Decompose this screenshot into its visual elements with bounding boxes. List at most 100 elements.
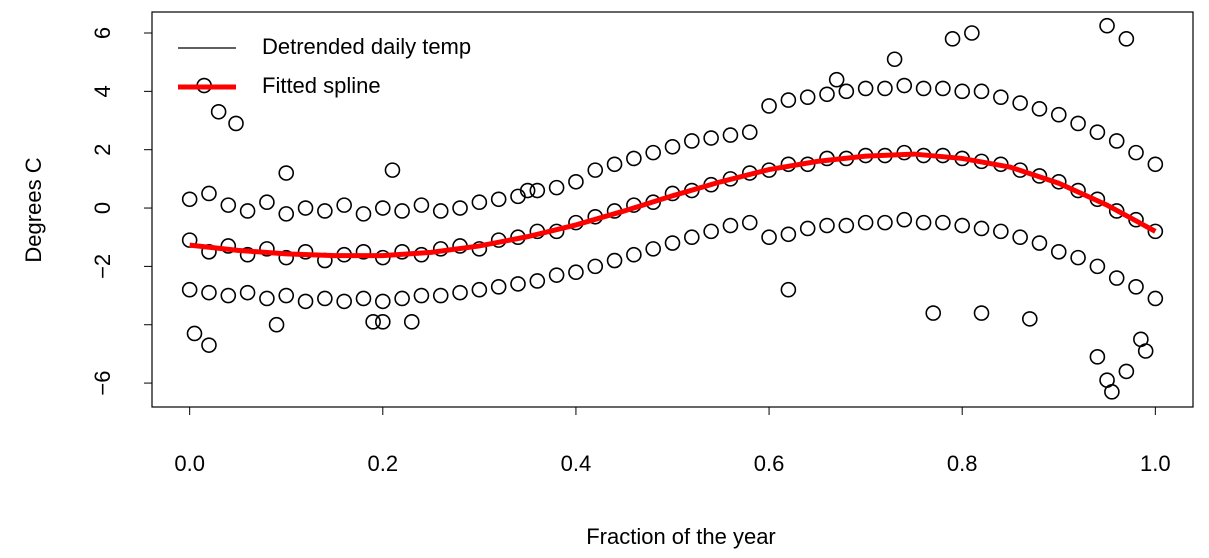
data-point xyxy=(239,246,256,263)
legend-label: Detrended daily temp xyxy=(262,34,471,59)
data-point xyxy=(548,179,565,196)
data-point xyxy=(394,203,410,219)
data-point xyxy=(1108,270,1125,286)
data-point xyxy=(645,241,661,257)
data-point xyxy=(403,314,420,330)
x-tick-label: 0.0 xyxy=(174,451,205,476)
data-point xyxy=(374,200,391,216)
data-point xyxy=(1089,258,1106,275)
y-axis-title: Degrees C xyxy=(21,157,46,262)
x-tick-label: 0.6 xyxy=(754,451,785,476)
x-tick-label: 0.2 xyxy=(367,451,398,476)
data-point xyxy=(886,51,903,68)
data-point xyxy=(259,194,275,211)
data-point xyxy=(993,89,1009,105)
data-point xyxy=(519,182,536,199)
x-tick-label: 1.0 xyxy=(1140,451,1171,476)
data-point xyxy=(896,211,913,228)
data-point xyxy=(1118,31,1135,47)
data-point xyxy=(278,165,295,181)
data-point xyxy=(1108,203,1125,219)
data-point xyxy=(471,194,488,211)
data-point xyxy=(297,293,314,310)
data-point xyxy=(510,276,526,292)
data-point xyxy=(915,214,932,231)
data-point xyxy=(186,325,203,342)
data-point xyxy=(239,203,256,219)
data-point xyxy=(819,86,835,103)
data-point xyxy=(355,206,372,222)
data-point xyxy=(915,80,932,97)
data-point xyxy=(317,203,333,219)
data-point xyxy=(838,217,855,234)
data-point xyxy=(1147,156,1164,173)
data-point xyxy=(587,258,604,275)
data-point xyxy=(606,156,623,173)
data-point xyxy=(587,162,604,178)
y-tick-label: 0 xyxy=(90,202,115,214)
data-point xyxy=(877,80,893,97)
data-point xyxy=(626,246,642,263)
data-point xyxy=(1128,144,1144,161)
data-point xyxy=(1050,106,1067,123)
data-point xyxy=(964,25,980,41)
data-point xyxy=(268,316,285,333)
data-point xyxy=(954,83,971,100)
data-point xyxy=(1147,223,1164,240)
data-point xyxy=(452,284,468,301)
data-point xyxy=(645,144,661,161)
data-point xyxy=(278,206,295,222)
data-point xyxy=(684,133,700,149)
data-point xyxy=(413,287,430,304)
y-tick-label: −2 xyxy=(90,254,115,279)
data-point xyxy=(741,214,758,231)
data-point xyxy=(799,220,816,237)
data-point xyxy=(181,191,198,208)
data-point xyxy=(780,92,797,108)
data-point xyxy=(684,229,700,246)
x-axis-title: Fraction of the year xyxy=(586,524,776,549)
data-point xyxy=(452,200,468,216)
data-point xyxy=(703,223,719,240)
data-point xyxy=(529,273,546,289)
data-point xyxy=(317,290,333,307)
data-point xyxy=(1133,331,1149,348)
data-point xyxy=(973,220,990,237)
data-point xyxy=(741,124,758,140)
data-point xyxy=(259,241,275,257)
data-point xyxy=(374,293,391,310)
data-point xyxy=(394,290,410,307)
data-point xyxy=(432,203,449,219)
data-point xyxy=(761,98,777,114)
x-tick-label: 0.4 xyxy=(561,451,592,476)
data-point xyxy=(239,284,256,301)
data-point xyxy=(1012,95,1028,111)
data-point xyxy=(935,80,951,97)
data-point xyxy=(355,290,372,307)
data-point xyxy=(606,252,623,269)
data-point xyxy=(413,197,430,213)
data-point xyxy=(181,281,198,298)
data-point xyxy=(1099,17,1115,34)
data-point xyxy=(1128,279,1144,295)
y-tick-label: 4 xyxy=(90,85,115,97)
data-point xyxy=(1089,349,1106,365)
data-point xyxy=(722,127,739,143)
data-point xyxy=(935,214,951,231)
data-point xyxy=(664,235,681,251)
data-point xyxy=(220,287,237,304)
data-point xyxy=(355,244,372,260)
data-point xyxy=(626,150,642,167)
data-point xyxy=(954,217,971,234)
data-point xyxy=(664,138,681,155)
data-point xyxy=(1031,101,1048,117)
data-point xyxy=(432,287,449,304)
data-point xyxy=(973,305,990,321)
data-point xyxy=(780,226,797,243)
data-point xyxy=(925,305,942,321)
data-point xyxy=(1118,363,1135,380)
data-point xyxy=(1089,124,1106,140)
data-point xyxy=(278,287,295,304)
data-point xyxy=(490,191,507,208)
